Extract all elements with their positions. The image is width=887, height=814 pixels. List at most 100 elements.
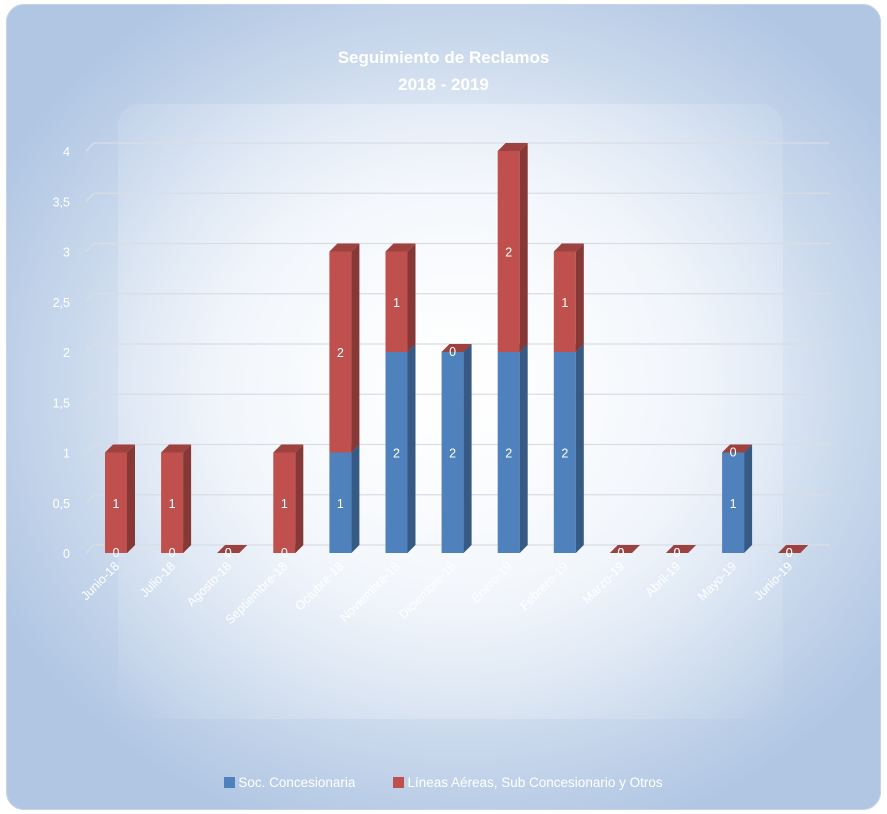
bar-side <box>744 444 753 553</box>
x-tick-label: Agosto-18 <box>184 559 234 609</box>
bar-front-lineas-aereas <box>553 251 576 352</box>
chart-title-line-1: Seguimiento de Reclamos <box>337 48 550 67</box>
data-label: 0 <box>674 546 681 560</box>
bar-front-soc-concesionaria <box>722 452 745 553</box>
bar-top <box>329 243 360 252</box>
bar-front-soc-concesionaria <box>497 352 520 553</box>
bar-top <box>105 444 135 453</box>
gridline-depth <box>85 544 95 554</box>
data-label: 0 <box>617 546 624 560</box>
x-tick-label: Enero-19 <box>469 559 515 605</box>
legend-swatch-blue <box>224 776 236 788</box>
bar-top <box>722 444 753 453</box>
bar-front-lineas-aereas <box>385 251 408 352</box>
y-tick-label: 0,5 <box>53 497 70 511</box>
bar-side <box>407 243 416 352</box>
data-label: 2 <box>561 447 568 461</box>
x-tick-label: Mayo-19 <box>695 559 739 603</box>
bar-side <box>519 344 528 553</box>
data-label: 0 <box>786 546 793 560</box>
data-label: 0 <box>113 546 120 560</box>
bar-front-lineas-aereas <box>329 251 352 453</box>
bar-front-soc-concesionaria <box>385 352 408 553</box>
y-tick-label: 1,5 <box>53 396 70 410</box>
bar-top <box>666 545 696 553</box>
bar-side <box>575 344 584 553</box>
legend-swatch-red <box>393 776 405 788</box>
data-label: 0 <box>169 546 176 560</box>
legend-item-soc-concesionaria: Soc. Concesionaria <box>224 775 355 790</box>
x-tick-label: Julio-18 <box>137 559 178 600</box>
y-tick-label: 3 <box>63 246 70 260</box>
bar-front-lineas-aereas <box>273 452 296 553</box>
y-tick-label: 4 <box>63 145 70 159</box>
data-label: 0 <box>225 546 232 560</box>
y-tick-label: 2,5 <box>53 296 70 310</box>
chart-title-line-2: 2018 - 2019 <box>398 75 489 94</box>
bar-top <box>441 344 472 352</box>
bar-top <box>161 444 192 453</box>
gridline-depth <box>85 393 95 403</box>
x-tick-label: Junio-18 <box>78 559 122 603</box>
data-label: 2 <box>505 246 512 260</box>
bar-top <box>497 143 528 151</box>
bar-front-lineas-aereas <box>161 452 184 553</box>
data-label: 1 <box>113 497 120 511</box>
bar-top <box>385 243 416 252</box>
legend-label: Soc. Concesionaria <box>238 774 356 790</box>
data-label: 0 <box>674 546 681 560</box>
gridline-depth <box>85 142 95 152</box>
data-label: 1 <box>393 296 400 310</box>
bar-top <box>778 545 809 553</box>
data-label: 1 <box>337 497 344 511</box>
gridline-depth <box>85 192 95 202</box>
legend-label: Líneas Aéreas, Sub Concesionario y Otros <box>407 774 663 790</box>
bar-top <box>609 545 640 553</box>
gridline-depth <box>85 293 95 303</box>
data-label: 1 <box>730 497 737 511</box>
bar-top <box>217 545 248 553</box>
chart-title: Seguimiento de Reclamos 2018 - 2019 <box>0 44 887 98</box>
y-tick-label: 3,5 <box>53 195 70 209</box>
data-label: 2 <box>393 447 400 461</box>
data-label: 0 <box>786 546 793 560</box>
bar-front-lineas-aereas <box>497 151 520 352</box>
gridline-depth <box>85 243 95 252</box>
y-tick-label: 0 <box>63 547 70 561</box>
data-label: 1 <box>561 296 568 310</box>
data-label: 1 <box>169 497 176 511</box>
bar-top <box>553 243 584 252</box>
bar-side <box>519 143 528 352</box>
bar-side <box>295 444 304 553</box>
chart-legend: Soc. Concesionaria Líneas Aéreas, Sub Co… <box>0 772 887 792</box>
data-label: 0 <box>617 546 624 560</box>
bar-side <box>127 444 135 553</box>
bar-side <box>575 243 584 352</box>
bar-top <box>273 444 304 453</box>
data-label: 0 <box>449 345 456 359</box>
y-tick-label: 2 <box>63 346 70 360</box>
data-label: 0 <box>281 546 288 560</box>
bar-front-soc-concesionaria <box>553 352 576 553</box>
bar-side <box>351 243 360 453</box>
bar-front-lineas-aereas <box>105 452 127 553</box>
bar-front-soc-concesionaria <box>441 352 464 553</box>
gridline-depth <box>85 444 95 453</box>
x-tick-label: Febrero-19 <box>517 559 571 613</box>
bar-side <box>407 344 416 553</box>
x-tick-label: Noviembre-18 <box>337 559 402 624</box>
bar-side <box>183 444 192 553</box>
data-label: 2 <box>505 447 512 461</box>
data-label: 0 <box>730 446 737 460</box>
y-tick-label: 1 <box>63 447 70 461</box>
data-label: 2 <box>449 447 456 461</box>
x-tick-label: Octubre-18 <box>292 559 346 613</box>
x-tick-label: Abril-19 <box>643 559 683 599</box>
bar-side <box>463 344 472 553</box>
data-label: 2 <box>337 346 344 360</box>
x-tick-label: Marzo-19 <box>580 559 627 606</box>
gridline-depth <box>85 343 95 353</box>
x-tick-label: Junio-19 <box>752 559 796 603</box>
bar-side <box>351 444 360 553</box>
